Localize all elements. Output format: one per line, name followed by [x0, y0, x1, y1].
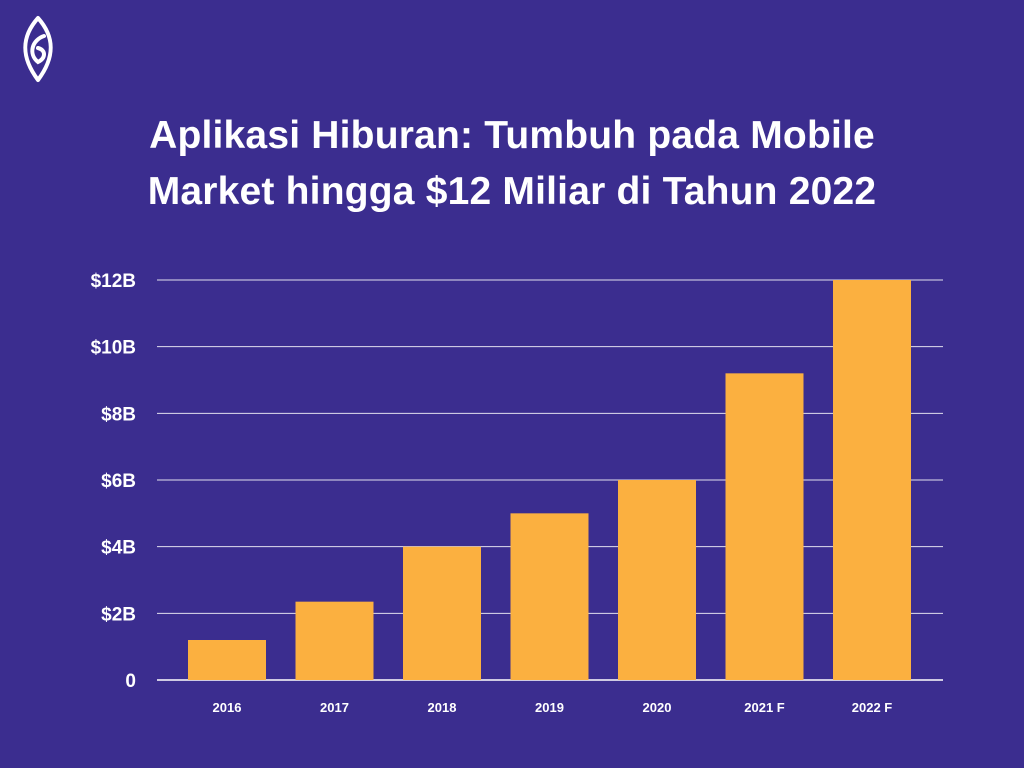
leaf-logo-icon — [23, 16, 53, 82]
y-tick-label: $12B — [91, 271, 136, 292]
y-tick-label: $8B — [101, 404, 136, 425]
x-axis-tick-labels: 2016 2017 2018 2019 2020 2021 F 2022 F — [213, 700, 893, 715]
bar — [618, 480, 696, 680]
y-tick-label: $2B — [101, 604, 136, 625]
bars — [188, 280, 911, 680]
bar — [188, 640, 266, 680]
x-tick-label: 2022 F — [852, 700, 893, 715]
x-tick-label: 2018 — [428, 700, 457, 715]
title-line-1: Aplikasi Hiburan: Tumbuh pada Mobile — [149, 114, 875, 157]
y-tick-label: $10B — [91, 338, 136, 359]
y-tick-label: 0 — [125, 671, 136, 692]
bar — [833, 280, 911, 680]
page-title: Aplikasi Hiburan: Tumbuh pada Mobile Mar… — [0, 108, 1024, 220]
bar — [725, 373, 804, 680]
bar — [403, 546, 481, 680]
x-tick-label: 2016 — [213, 700, 242, 715]
bar — [510, 513, 589, 680]
y-tick-label: $6B — [101, 471, 136, 492]
x-tick-label: 2019 — [535, 700, 564, 715]
bar — [295, 601, 374, 680]
x-tick-label: 2017 — [320, 700, 349, 715]
title-line-2: Market hingga $12 Miliar di Tahun 2022 — [147, 170, 877, 213]
y-tick-label: $4B — [101, 538, 136, 559]
x-tick-label: 2021 F — [744, 700, 785, 715]
y-axis-tick-labels: 0 $2B $4B $6B $8B $10B $12B — [91, 271, 136, 692]
x-tick-label: 2020 — [643, 700, 672, 715]
